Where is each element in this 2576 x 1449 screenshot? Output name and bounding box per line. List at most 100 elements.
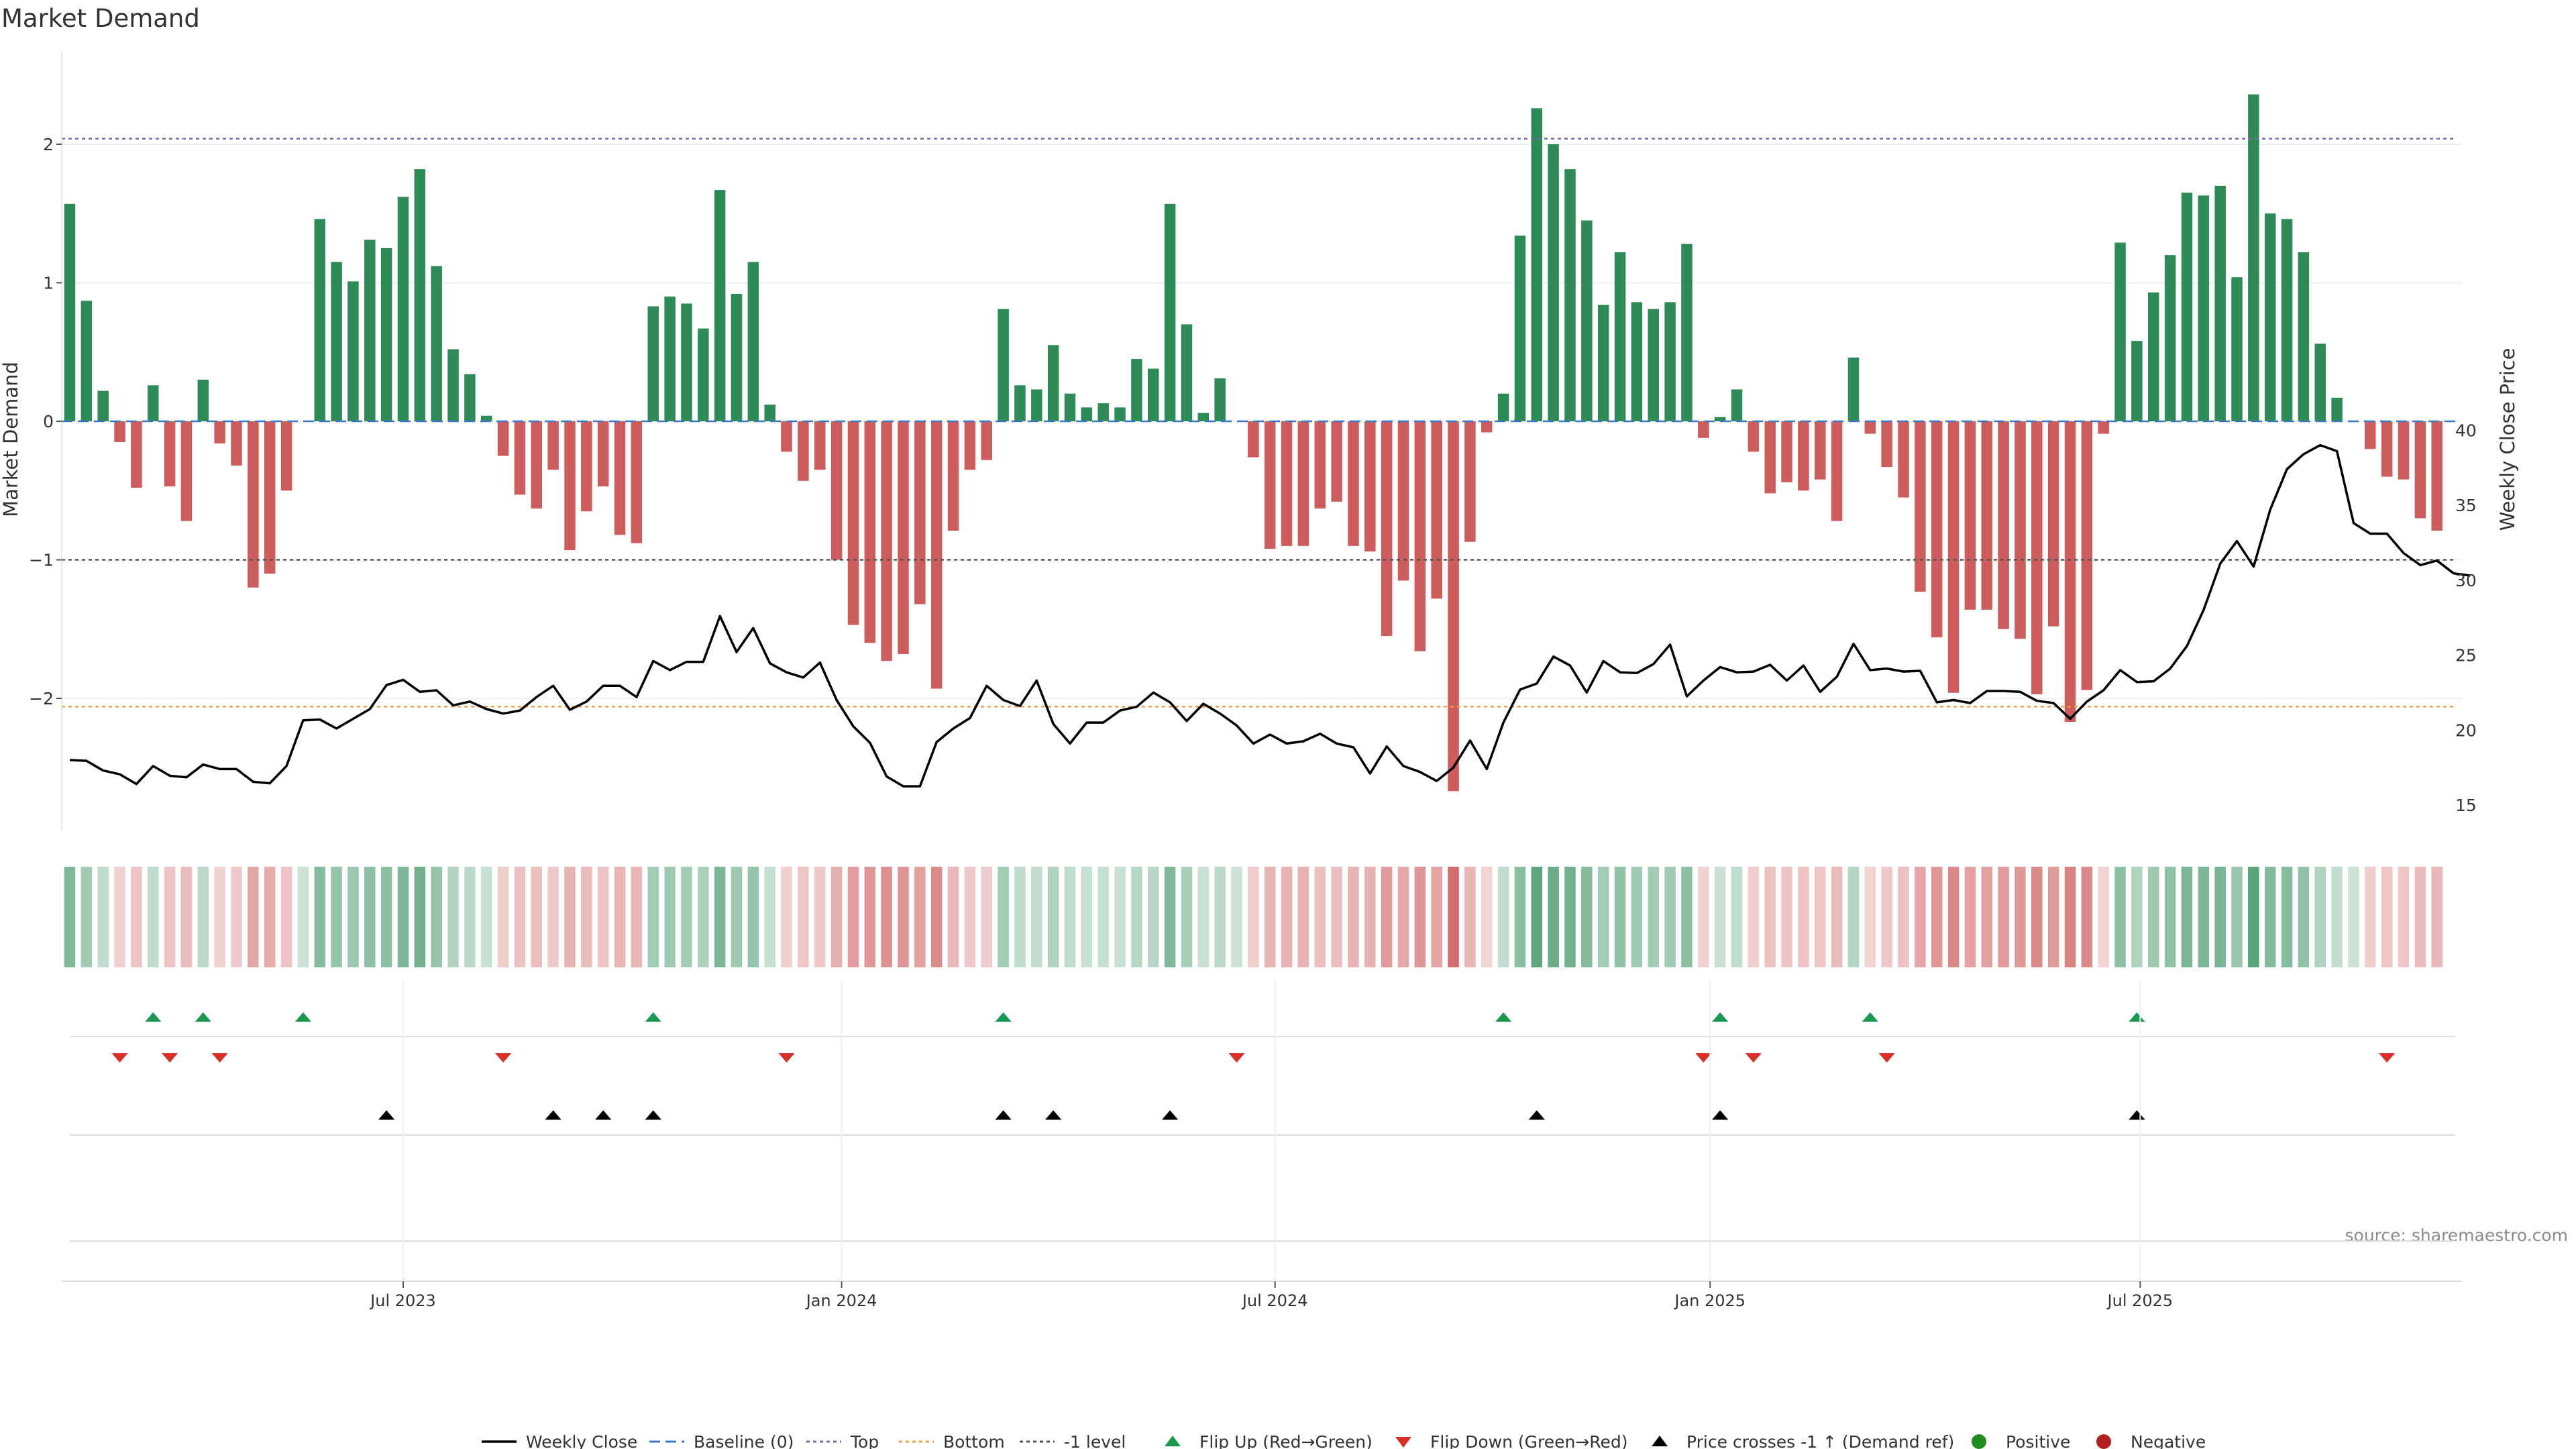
demand-bar (981, 421, 992, 460)
x-tick-label: Jan 2024 (805, 1291, 877, 1310)
demand-bar (1481, 421, 1493, 433)
demand-bar (1348, 421, 1359, 546)
demand-bar (2015, 421, 2026, 639)
heat-cell (1564, 867, 1576, 967)
demand-bar (248, 421, 259, 588)
demand-bar (1248, 421, 1259, 458)
heat-cell (631, 867, 643, 967)
demand-bar (2264, 213, 2276, 421)
demand-bar (698, 328, 709, 421)
x-tick-label: Jul 2025 (2106, 1291, 2174, 1310)
demand-bar (2114, 242, 2126, 421)
heat-cell (814, 867, 826, 967)
demand-bar (214, 421, 225, 444)
heat-cell (1014, 867, 1026, 967)
heat-cell (1481, 867, 1493, 967)
demand-bar (1397, 421, 1409, 581)
heat-cell (2015, 867, 2026, 967)
legend-swatch-triangle-down (1395, 1437, 1411, 1448)
heat-cell (1248, 867, 1259, 967)
heat-cell (1781, 867, 1792, 967)
heat-cell (2164, 867, 2176, 967)
demand-bar (2331, 397, 2343, 421)
demand-bar (781, 421, 792, 452)
demand-bar (2164, 255, 2176, 421)
demand-bar (1981, 421, 1992, 610)
demand-bar (1915, 421, 1926, 592)
demand-bar (2131, 341, 2143, 421)
flip-down-marker (1745, 1053, 1762, 1063)
legend-label: Flip Up (Red→Green) (1199, 1432, 1373, 1449)
heat-cell (981, 867, 992, 967)
demand-bar (447, 349, 459, 421)
demand-bar (1381, 421, 1393, 637)
heat-cell (1431, 867, 1442, 967)
heat-cell (447, 867, 459, 967)
heat-cell (998, 867, 1009, 967)
heat-cell (1297, 867, 1309, 967)
demand-bar (631, 421, 643, 543)
heat-cell (698, 867, 709, 967)
flip-up-marker (294, 1012, 311, 1022)
price-cross-marker (545, 1110, 561, 1120)
demand-bar (131, 421, 142, 488)
demand-bar (898, 421, 909, 654)
flip-up-marker (2129, 1012, 2145, 1022)
heat-cell (1731, 867, 1743, 967)
left-tick-label: −2 (29, 689, 54, 708)
heat-cell (1798, 867, 1809, 967)
heat-cell (2131, 867, 2143, 967)
left-tick-label: −1 (29, 551, 54, 570)
demand-bar (180, 421, 193, 521)
heat-cell (1031, 867, 1042, 967)
demand-bar (2281, 219, 2293, 421)
flip-down-marker (1228, 1053, 1245, 1063)
demand-bar (148, 385, 159, 421)
demand-bar (380, 248, 392, 421)
heat-cell (131, 867, 142, 967)
demand-bar (397, 197, 409, 421)
heat-cell (2314, 867, 2326, 967)
demand-bar (1531, 108, 1543, 421)
demand-bar (1031, 389, 1042, 421)
right-tick-label: 20 (2455, 720, 2477, 740)
flip-up-marker (1712, 1012, 1729, 1022)
right-tick-label: 35 (2455, 496, 2477, 515)
flip-up-marker (1495, 1012, 1512, 1022)
demand-bar (881, 421, 892, 661)
demand-bar (798, 421, 809, 481)
demand-bar (1281, 421, 1293, 546)
heat-cell (1764, 867, 1776, 967)
demand-bar (97, 390, 109, 421)
x-tick-label: Jan 2025 (1673, 1291, 1746, 1310)
price-cross-marker (1528, 1110, 1545, 1120)
heat-cell (2064, 867, 2076, 967)
demand-bar (1264, 421, 1276, 549)
heat-cell (1081, 867, 1093, 967)
demand-bar (64, 203, 76, 421)
heat-cell (930, 867, 943, 967)
heat-cell (1631, 867, 1643, 967)
flip-up-marker (195, 1012, 211, 1022)
price-cross-marker (995, 1110, 1012, 1120)
demand-bar (1597, 305, 1609, 421)
heat-cell (164, 867, 176, 967)
demand-bar (2081, 421, 2093, 690)
flip-down-marker (2379, 1053, 2396, 1063)
heat-cell (314, 867, 325, 967)
legend-label: Bottom (943, 1432, 1005, 1449)
right-axis-label: Weekly Close Price (2496, 348, 2519, 531)
flip-down-marker (1695, 1053, 1712, 1063)
weekly-close-line (69, 443, 2471, 788)
heat-cell (2281, 867, 2293, 967)
heat-cell (2181, 867, 2193, 967)
right-tick-label: 40 (2455, 421, 2477, 440)
heat-cell (2264, 867, 2276, 967)
demand-bar (1998, 421, 2009, 629)
demand-bar (1847, 358, 1860, 421)
flip-down-marker (1878, 1053, 1895, 1063)
heat-cell (564, 867, 576, 967)
demand-bar (964, 421, 976, 470)
